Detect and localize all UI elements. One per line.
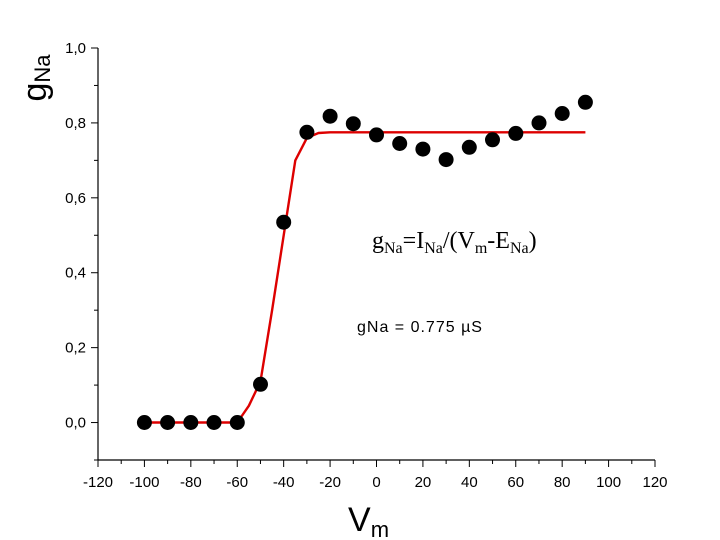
data-point	[183, 415, 199, 430]
y-tick-label: 0,8	[65, 115, 86, 132]
x-tick-label: -20	[319, 474, 341, 491]
x-tick-label: 100	[596, 474, 621, 491]
data-point	[554, 106, 570, 121]
svg-text:gNa: gNa	[16, 54, 55, 102]
data-points-group	[136, 94, 593, 430]
formula-text: g	[372, 228, 384, 254]
fit-curve-group	[144, 131, 586, 424]
y-axis-label: gNa	[16, 54, 55, 102]
data-point	[531, 115, 547, 131]
formula-text: /(V	[443, 228, 476, 254]
data-point	[345, 116, 361, 132]
x-tick-label: 20	[415, 474, 432, 491]
fit-curve	[144, 131, 586, 424]
data-point	[485, 132, 500, 148]
data-point	[253, 376, 268, 392]
y-tick-label: 0,0	[65, 415, 86, 432]
x-tick-label: -80	[180, 474, 202, 491]
data-point	[322, 108, 338, 124]
data-point	[229, 415, 245, 430]
x-tick-label: -40	[273, 474, 295, 491]
data-point	[369, 127, 384, 143]
x-tick-label: -60	[226, 474, 248, 491]
data-point	[392, 136, 408, 151]
data-point	[206, 415, 222, 430]
data-point	[276, 214, 292, 230]
formula-subscript: Na	[384, 240, 403, 257]
formula-subscript: Na	[510, 240, 529, 257]
data-point	[438, 152, 454, 168]
data-point	[160, 415, 176, 430]
x-axis-label: Vm	[348, 501, 389, 540]
y-tick-label: 0,2	[65, 340, 86, 357]
y-axis-ticks: 0,0 0,2 0,4 0,6 0,8 1,0	[65, 40, 98, 461]
x-tick-label: -100	[129, 474, 159, 491]
fit-value-annotation: gNa = 0.775 µS	[357, 319, 483, 336]
y-tick-label: 0,6	[65, 190, 86, 207]
x-tick-label: 0	[372, 474, 380, 491]
formula-text: )	[529, 228, 537, 254]
x-tick-label: -120	[83, 474, 113, 491]
x-tick-label: 80	[554, 474, 571, 491]
formula-annotation: gNa=INa/(Vm-ENa)	[372, 228, 537, 257]
data-point	[508, 125, 524, 141]
formula-subscript: m	[475, 240, 488, 257]
y-axis-label-sub: Na	[30, 54, 55, 83]
formula-text: =I	[403, 228, 425, 254]
x-axis-label-sub: m	[371, 517, 389, 540]
data-point	[577, 94, 593, 110]
data-point	[415, 141, 431, 157]
y-tick-label: 0,4	[65, 265, 86, 282]
formula-subscript: Na	[424, 240, 443, 257]
x-tick-label: 60	[507, 474, 524, 491]
data-point	[136, 415, 152, 430]
formula-text: -E	[487, 228, 510, 254]
chart-axes	[97, 48, 655, 461]
x-tick-label: 120	[642, 474, 667, 491]
x-axis-ticks: -120 -100 -80 -60 -40 -20 0 20 40 60 80 100 120	[83, 460, 668, 491]
y-tick-label: 1,0	[65, 40, 86, 57]
x-axis-label-main: V	[348, 501, 371, 539]
data-point	[299, 124, 315, 140]
x-tick-label: 40	[461, 474, 478, 491]
y-axis-label-main: g	[16, 83, 54, 102]
data-point	[461, 139, 477, 155]
